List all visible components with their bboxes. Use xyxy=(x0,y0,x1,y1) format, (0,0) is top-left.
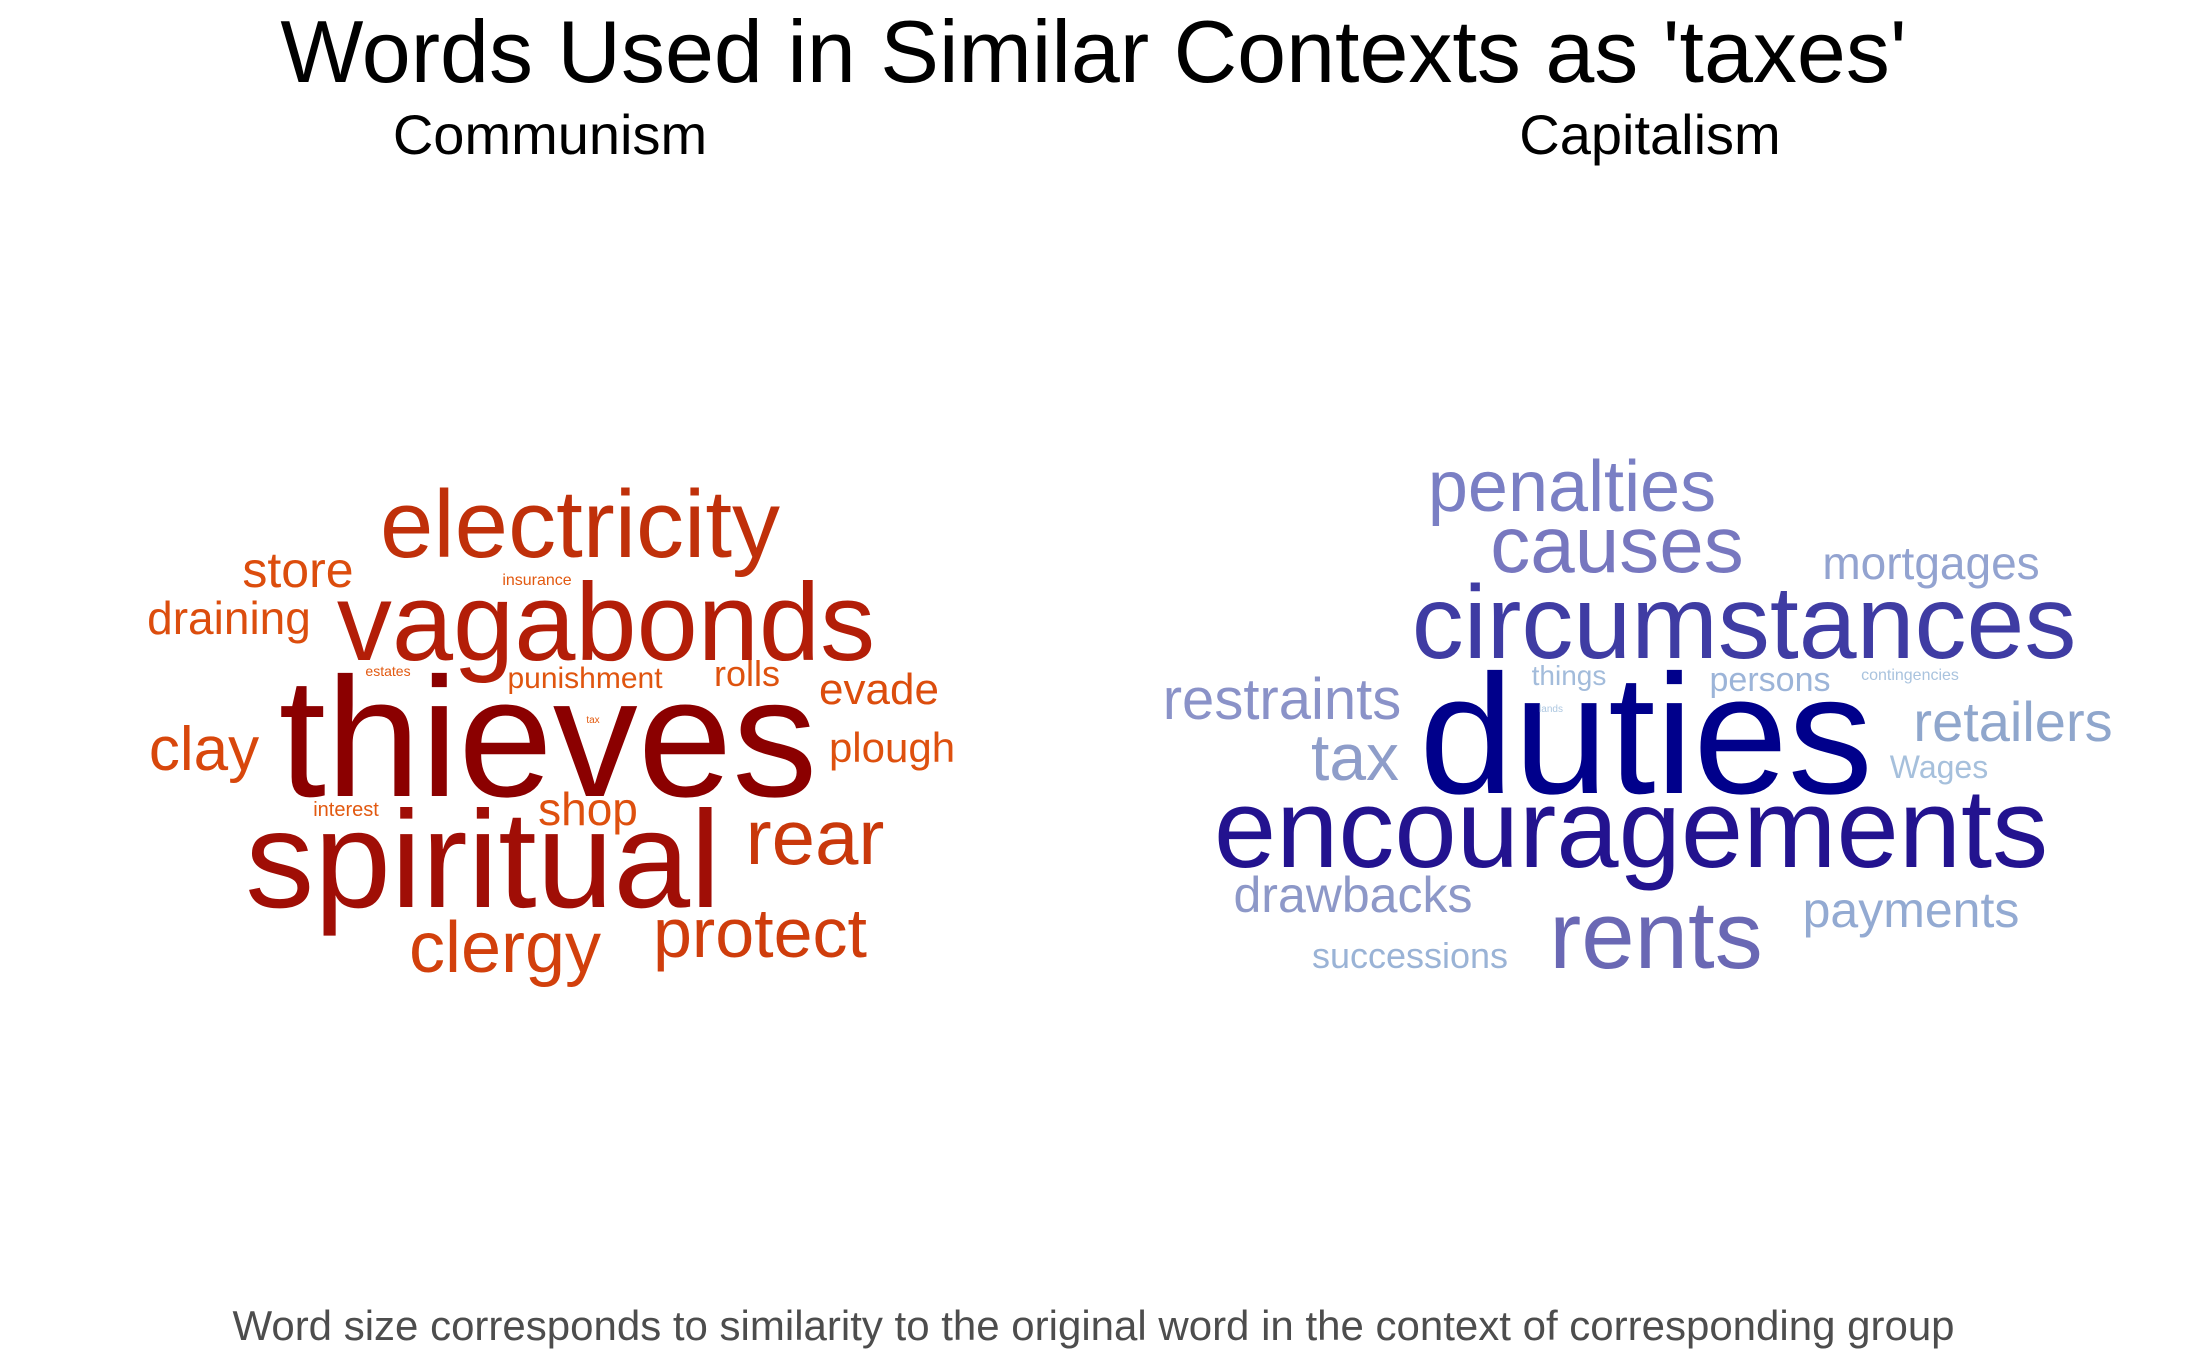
word-communism-punishment: punishment xyxy=(507,662,663,695)
word-communism-insurance: insurance xyxy=(502,572,572,589)
word-capitalism-persons: persons xyxy=(1709,661,1831,699)
panel-title-communism: Communism xyxy=(392,103,708,166)
word-capitalism-things: things xyxy=(1531,660,1607,691)
word-capitalism-encouragements: encouragements xyxy=(1213,766,2049,891)
figure-caption: Word size corresponds to similarity to t… xyxy=(232,1302,1955,1349)
word-communism-protect: protect xyxy=(653,894,867,972)
word-capitalism-payments: payments xyxy=(1802,882,2020,938)
word-capitalism-penalties: penalties xyxy=(1427,447,1717,527)
word-capitalism-tax: tax xyxy=(1310,720,1400,794)
word-capitalism-contingencies: contingencies xyxy=(1861,667,1959,684)
word-communism-evade: evade xyxy=(819,665,939,714)
word-communism-shop: shop xyxy=(538,783,638,835)
word-communism-store: store xyxy=(242,542,354,598)
word-communism-draining: draining xyxy=(147,592,311,644)
word-communism-interest: interest xyxy=(313,799,379,821)
figure-title: Words Used in Similar Contexts as 'taxes… xyxy=(280,2,1907,101)
word-communism-thieves: thieves xyxy=(278,643,818,833)
word-communism-plough: plough xyxy=(828,724,956,771)
word-capitalism-rents: rents xyxy=(1549,882,1763,989)
word-communism-electricity: electricity xyxy=(379,471,781,578)
word-capitalism-successions: successions xyxy=(1311,935,1509,976)
word-capitalism-lands: lands xyxy=(1539,704,1563,715)
word-capitalism-circumstances: circumstances xyxy=(1411,565,2077,681)
word-communism-clay: clay xyxy=(148,715,260,784)
word-communism-tax: tax xyxy=(586,715,600,726)
word-capitalism-wages: Wages xyxy=(1889,749,1989,785)
word-communism-rear: rear xyxy=(745,793,885,881)
word-communism-vagabonds: vagabonds xyxy=(336,561,876,684)
word-capitalism-duties: duties xyxy=(1419,640,1873,830)
panel-title-capitalism: Capitalism xyxy=(1519,103,1781,166)
word-communism-spiritual: spiritual xyxy=(245,783,721,937)
word-capitalism-drawbacks: drawbacks xyxy=(1233,867,1473,923)
word-capitalism-retailers: retailers xyxy=(1913,690,2113,753)
word-capitalism-restraints: restraints xyxy=(1162,667,1402,732)
word-capitalism-causes: causes xyxy=(1490,500,1744,589)
word-capitalism-mortgages: mortgages xyxy=(1822,537,2040,589)
word-communism-rolls: rolls xyxy=(713,653,781,694)
word-communism-estates: estates xyxy=(365,663,411,679)
word-communism-clergy: clergy xyxy=(408,908,602,988)
